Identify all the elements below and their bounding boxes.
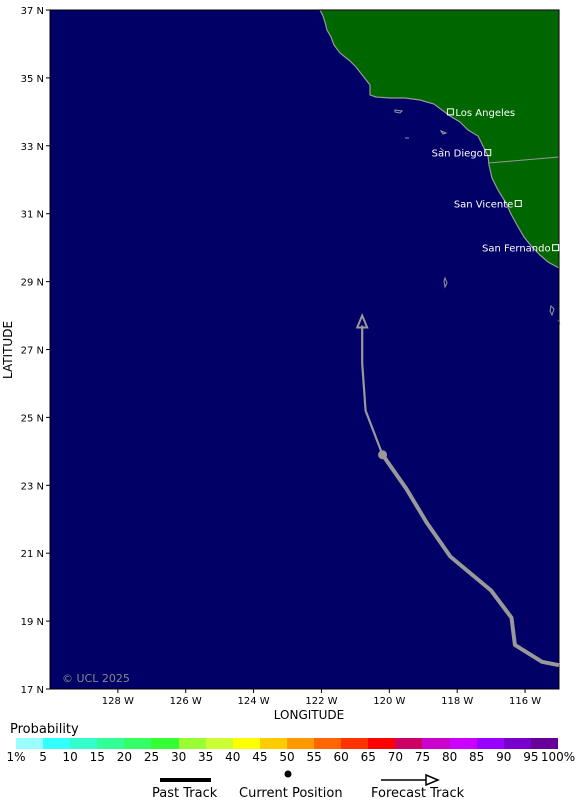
city-marker: [514, 200, 522, 208]
island: [439, 147, 445, 152]
colorbar-segment: [422, 738, 450, 749]
border-line: [488, 156, 560, 164]
current-position-label: Current Position: [239, 786, 343, 801]
land-area: [319, 9, 560, 270]
colorbar-segment: [476, 738, 504, 749]
colorbar-segment: [341, 738, 369, 749]
colorbar-tick-label: 60: [333, 750, 349, 764]
lat-tick-label: 37 N: [21, 6, 44, 17]
colorbar-tick-label: 80: [441, 750, 458, 764]
city-label: Los Angeles: [455, 108, 515, 119]
lat-tick-label: 23 N: [21, 481, 44, 492]
colorbar-segment: [151, 738, 179, 749]
lat-tick-label: 29 N: [21, 278, 44, 289]
lat-tick-label: 19 N: [21, 617, 44, 628]
colorbar-tick-label: 100%: [540, 750, 576, 764]
lon-tick-label: 124 W: [238, 696, 270, 707]
colorbar-tick-label: 90: [496, 750, 512, 764]
past-track-line: [380, 453, 560, 668]
lon-tick-label: 122 W: [305, 696, 337, 707]
colorbar-tick-label: 50: [279, 750, 295, 764]
island: [549, 304, 555, 317]
lat-tick-label: 25 N: [21, 413, 44, 424]
current-position-marker: [378, 450, 388, 460]
colorbar-tick-label: 20: [116, 750, 133, 764]
lat-tick-label: 35 N: [21, 74, 44, 85]
city-marker: [552, 244, 560, 252]
colorbar-tick-label: 65: [360, 750, 376, 764]
colorbar-tick-label: 85: [469, 750, 485, 764]
longitude-ticks: 128 W 126 W 124 W 122 W 120 W 118 W 116 W: [102, 689, 541, 707]
forecast-arrow-legend-icon: [425, 773, 440, 787]
lat-tick-label: 31 N: [21, 210, 44, 221]
colorbar-labels: 1% 5 10 15 20 25 30 35 40 45 50 55 60 65 70 75 80 85 90 95 1…: [0, 750, 580, 766]
lat-tick-label: 33 N: [21, 142, 44, 153]
copyright-label: © UCL 2025: [62, 672, 130, 685]
legend-symbols: [160, 770, 440, 787]
colorbar-tick-label: 15: [89, 750, 105, 764]
colorbar-segment: [314, 738, 342, 749]
colorbar-tick-label: 40: [225, 750, 241, 764]
island: [394, 109, 404, 114]
past-track-label: Past Track: [152, 786, 218, 801]
colorbar-tick-label: 5: [39, 750, 47, 764]
track-map: 37 N 35 N 33 N 31 N 29 N 27 N 25 N 23 N 21 N 19 N…: [1, 6, 561, 720]
forecast-track-label: Forecast Track: [371, 786, 465, 801]
colorbar-segment: [43, 738, 71, 749]
probability-colorbar: [16, 738, 558, 749]
island: [443, 276, 448, 289]
colorbar-segment: [395, 738, 423, 749]
x-axis-title: LONGITUDE: [274, 708, 344, 720]
lat-tick-label: 17 N: [21, 685, 44, 696]
city-label: San Fernando: [482, 244, 551, 255]
colorbar-segment: [232, 738, 260, 749]
city-label: San Vicente: [454, 200, 513, 211]
colorbar-tick-label: 95: [523, 750, 539, 764]
colorbar-tick-label: 45: [252, 750, 268, 764]
colorbar-segment: [178, 738, 206, 749]
current-position-legend-icon: [284, 770, 292, 778]
colorbar-segment: [70, 738, 98, 749]
city-marker: [446, 108, 454, 116]
city-markers: Los Angeles San Diego San Vicente San Ferna…: [432, 108, 560, 255]
colorbar-tick-label: 1%: [6, 750, 26, 764]
colorbar-segment: [503, 738, 531, 749]
colorbar-tick-label: 75: [414, 750, 431, 764]
colorbar-tick-label: 30: [170, 750, 187, 764]
lat-tick-label: 27 N: [21, 346, 44, 357]
forecast-track-line: [361, 325, 384, 456]
lon-tick-label: 126 W: [170, 696, 202, 707]
lon-tick-label: 128 W: [102, 696, 134, 707]
forecast-arrowhead: [355, 312, 369, 329]
colorbar-segment: [530, 738, 558, 749]
colorbar-segment: [259, 738, 287, 749]
lon-tick-label: 118 W: [441, 696, 473, 707]
colorbar-tick-label: 70: [387, 750, 404, 764]
colorbar-segment: [205, 738, 233, 749]
latitude-ticks: 37 N 35 N 33 N 31 N 29 N 27 N 25 N 23 N 21 N 19 N…: [21, 6, 50, 696]
colorbar-segment: [97, 738, 125, 749]
colorbar-segment: [16, 738, 44, 749]
city-marker: [484, 149, 492, 157]
y-axis-title: LATITUDE: [1, 321, 15, 379]
lon-tick-label: 116 W: [509, 696, 541, 707]
colorbar-segment: [368, 738, 396, 749]
colorbar-tick-label: 25: [143, 750, 160, 764]
colorbar-tick-label: 10: [62, 750, 78, 764]
lon-tick-label: 120 W: [373, 696, 405, 707]
city-label: San Diego: [432, 149, 483, 160]
colorbar-segment: [286, 738, 315, 749]
colorbar-tick-label: 35: [198, 750, 214, 764]
colorbar-title: Probability: [10, 722, 79, 737]
colorbar-segment: [124, 738, 152, 749]
colorbar-segment: [449, 738, 477, 749]
colorbar-tick-label: 55: [306, 750, 322, 764]
lat-tick-label: 21 N: [21, 549, 44, 560]
island: [439, 129, 448, 135]
